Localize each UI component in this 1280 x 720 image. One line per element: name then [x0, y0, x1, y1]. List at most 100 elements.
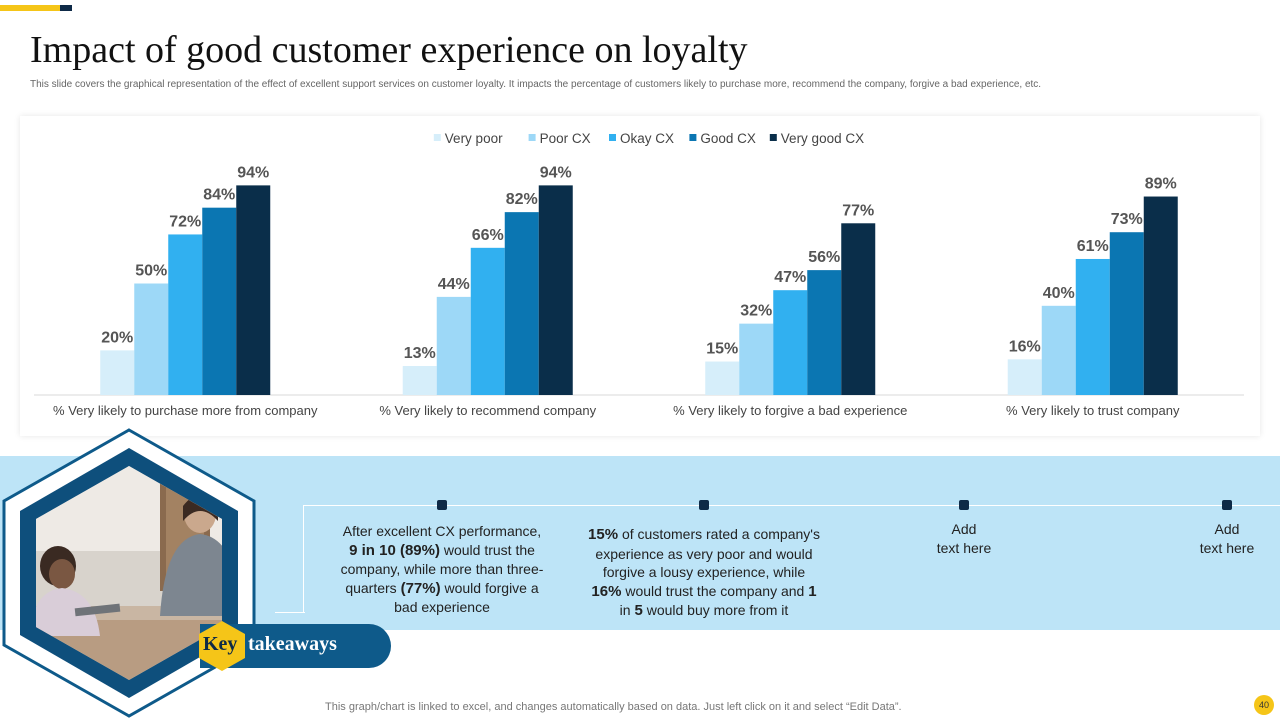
- data-label-1-2: 50%: [135, 263, 167, 280]
- takeaway-text-4[interactable]: Add text here: [1167, 520, 1280, 557]
- takeaway-text-3[interactable]: Add text here: [904, 520, 1024, 557]
- data-label-1-4: 84%: [203, 187, 235, 204]
- takeaway-1-line-2: 9 in 10 (89%) would trust the: [318, 541, 566, 561]
- legend-label-5: Very good CX: [781, 131, 864, 146]
- bar-2-2[interactable]: [436, 296, 471, 395]
- takeaway-2-stat-4: 5: [634, 602, 643, 619]
- takeaway-4-line-1: Add: [1214, 521, 1240, 537]
- takeaway-2-stat-2: 16%: [591, 582, 622, 600]
- takeaway-2-line-4-text: would trust the company and: [621, 582, 809, 599]
- takeaway-2-line-2: experience as very poor and would: [595, 545, 813, 562]
- category-label-4: % Very likely to trust company: [1006, 403, 1180, 418]
- takeaway-1-line-5: bad experience: [394, 599, 490, 615]
- data-label-2-5: 94%: [540, 164, 572, 181]
- slide-title: Impact of good customer experience on lo…: [30, 29, 748, 71]
- accent-bar-navy: [60, 5, 72, 11]
- takeaway-2-line-5: in 5 would buy more from it: [572, 601, 836, 621]
- data-label-3-1: 15%: [706, 341, 738, 358]
- bar-3-5[interactable]: [841, 223, 876, 395]
- bar-4-5[interactable]: [1143, 196, 1178, 395]
- takeaway-2-line-4: 16% would trust the company and 1: [572, 582, 836, 602]
- takeaway-2-line-1-text: of customers rated a company's: [618, 526, 820, 542]
- legend-swatch-2: [528, 134, 536, 141]
- takeaway-3-line-2: text here: [936, 539, 992, 556]
- data-label-2-2: 44%: [438, 276, 470, 293]
- page-number-badge: 40: [1254, 695, 1274, 715]
- data-label-2-3: 66%: [472, 227, 504, 244]
- takeaway-1-line-4: quarters (77%) would forgive a: [318, 579, 566, 599]
- takeaway-2-stat: 15%: [588, 526, 619, 543]
- takeaway-2-stat-3: 1: [808, 582, 817, 600]
- takeaway-1-stat-2: (77%): [400, 579, 441, 597]
- bar-4-1[interactable]: [1007, 359, 1042, 395]
- bar-1-2[interactable]: [134, 283, 169, 396]
- bar-2-5[interactable]: [538, 185, 573, 395]
- bar-3-1[interactable]: [705, 361, 740, 395]
- legend-label-4: Good CX: [700, 131, 756, 146]
- category-label-2: % Very likely to recommend company: [379, 403, 596, 418]
- key-takeaways-label: takeaways: [248, 633, 337, 655]
- takeaway-text-2: 15% of customers rated a company's exper…: [572, 525, 836, 621]
- takeaway-4-line-2: text here: [1199, 539, 1255, 556]
- timeline-connector-foot: [275, 612, 305, 613]
- key-takeaways-key: Key: [203, 633, 238, 655]
- data-label-1-1: 20%: [101, 329, 133, 346]
- timeline-marker-1: [437, 500, 447, 510]
- takeaway-1-line-4-pre: quarters: [345, 579, 401, 596]
- data-label-1-3: 72%: [169, 213, 201, 230]
- data-label-3-4: 56%: [808, 249, 840, 266]
- takeaway-1-stat: 9 in 10 (89%): [349, 541, 440, 559]
- category-label-3: % Very likely to forgive a bad experienc…: [673, 403, 907, 418]
- bar-4-2[interactable]: [1041, 305, 1076, 395]
- bar-4-4[interactable]: [1109, 232, 1144, 395]
- legend-swatch-5: [769, 134, 777, 141]
- data-label-3-3: 47%: [774, 269, 806, 286]
- slide-subtitle: This slide covers the graphical represen…: [30, 79, 1042, 90]
- bar-chart[interactable]: 20%50%72%84%94%% Very likely to purchase…: [20, 116, 1260, 436]
- data-label-1-5: 94%: [237, 164, 269, 181]
- category-label-1: % Very likely to purchase more from comp…: [53, 403, 318, 418]
- takeaway-2-line-5-text: would buy more from it: [642, 602, 789, 618]
- bar-2-1[interactable]: [402, 366, 437, 395]
- timeline-connector: [303, 505, 304, 612]
- timeline-marker-3: [959, 500, 969, 510]
- bar-3-2[interactable]: [739, 323, 774, 395]
- legend-label-1: Very poor: [445, 131, 503, 146]
- bar-1-4[interactable]: [202, 207, 237, 395]
- timeline-line: [303, 505, 1280, 506]
- legend-swatch-1: [433, 134, 441, 141]
- takeaway-1-line-4-text: would forgive a: [440, 579, 539, 596]
- data-label-4-1: 16%: [1009, 338, 1041, 355]
- bar-3-4[interactable]: [807, 270, 842, 395]
- data-label-2-1: 13%: [404, 345, 436, 362]
- accent-bar-yellow: [0, 5, 60, 11]
- takeaway-1-line-3: company, while more than three-: [340, 561, 544, 577]
- bar-1-1[interactable]: [100, 350, 135, 395]
- legend-label-3: Okay CX: [620, 131, 674, 146]
- bar-4-3[interactable]: [1075, 258, 1110, 395]
- timeline-marker-2: [699, 500, 709, 510]
- data-label-4-3: 61%: [1077, 238, 1109, 255]
- data-label-2-4: 82%: [506, 191, 538, 208]
- bar-2-3[interactable]: [470, 247, 505, 395]
- takeaway-1-line-2-text: would trust the: [439, 541, 535, 558]
- takeaway-3-line-1: Add: [951, 521, 977, 537]
- takeaway-text-1: After excellent CX performance, 9 in 10 …: [318, 522, 566, 617]
- data-label-4-2: 40%: [1043, 285, 1075, 302]
- bar-1-3[interactable]: [168, 234, 203, 395]
- takeaway-2-line-3: forgive a lousy experience, while: [602, 564, 806, 580]
- takeaway-2-line-5-pre: in: [619, 602, 635, 618]
- legend-swatch-4: [689, 134, 697, 141]
- bar-2-4[interactable]: [504, 212, 539, 395]
- hexagon-badge-icon: [199, 621, 245, 671]
- timeline-marker-4: [1222, 500, 1232, 510]
- hexagon-photo-frame: [2, 428, 256, 718]
- data-label-4-4: 73%: [1111, 211, 1143, 228]
- legend-swatch-3: [609, 134, 616, 141]
- bar-3-3[interactable]: [773, 290, 808, 395]
- takeaway-2-line-1: 15% of customers rated a company's: [572, 525, 836, 545]
- footer-note: This graph/chart is linked to excel, and…: [325, 701, 902, 713]
- chart-panel[interactable]: 20% 50% 72% 84% 94%% Very likely to purchase…: [20, 116, 1260, 436]
- data-label-3-2: 32%: [740, 303, 772, 320]
- bar-1-5[interactable]: [236, 185, 271, 395]
